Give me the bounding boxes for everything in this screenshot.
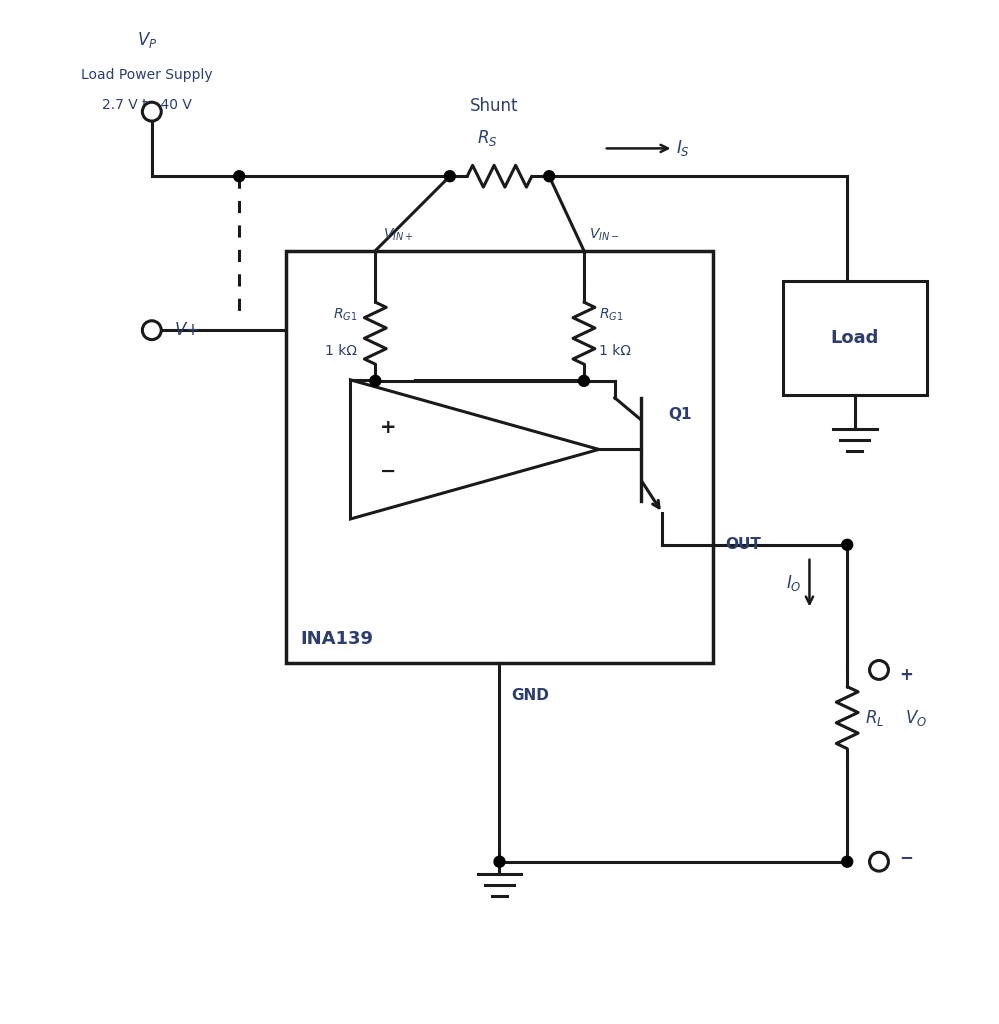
- Circle shape: [842, 540, 853, 550]
- Text: $V_O$: $V_O$: [905, 708, 927, 728]
- Circle shape: [370, 376, 381, 386]
- Text: $I_O$: $I_O$: [786, 572, 801, 593]
- Bar: [782, 281, 927, 395]
- Text: $V$+: $V$+: [174, 322, 199, 339]
- Text: GND: GND: [511, 688, 549, 702]
- Text: 2.7 V to 40 V: 2.7 V to 40 V: [102, 97, 192, 112]
- Circle shape: [869, 852, 888, 871]
- Text: $R_S$: $R_S$: [478, 128, 498, 148]
- Circle shape: [142, 321, 161, 340]
- Text: 1 kΩ: 1 kΩ: [598, 344, 630, 358]
- Text: INA139: INA139: [301, 630, 374, 648]
- Circle shape: [578, 376, 589, 386]
- Circle shape: [543, 171, 554, 181]
- Text: 1 kΩ: 1 kΩ: [326, 344, 358, 358]
- Text: $R_{G1}$: $R_{G1}$: [598, 307, 623, 324]
- Circle shape: [842, 856, 853, 867]
- Text: Q1: Q1: [668, 408, 692, 422]
- Text: $I_S$: $I_S$: [676, 138, 690, 159]
- Text: +: +: [380, 418, 397, 437]
- Text: $V_{IN-}$: $V_{IN-}$: [588, 226, 619, 243]
- Circle shape: [234, 171, 245, 181]
- Circle shape: [869, 660, 888, 679]
- Text: Load: Load: [830, 329, 879, 347]
- Text: +: +: [899, 666, 913, 684]
- Text: Shunt: Shunt: [471, 96, 518, 115]
- Text: $V_{IN+}$: $V_{IN+}$: [384, 226, 414, 243]
- Text: OUT: OUT: [725, 538, 761, 552]
- Text: Load Power Supply: Load Power Supply: [81, 68, 213, 82]
- Bar: [286, 251, 713, 663]
- Text: −: −: [380, 462, 397, 481]
- Text: $R_{G1}$: $R_{G1}$: [333, 307, 358, 324]
- Circle shape: [495, 856, 504, 867]
- Text: −: −: [899, 848, 913, 865]
- Circle shape: [445, 171, 456, 181]
- Circle shape: [142, 102, 161, 121]
- Text: $V_P$: $V_P$: [137, 30, 157, 50]
- Text: $R_L$: $R_L$: [865, 708, 884, 728]
